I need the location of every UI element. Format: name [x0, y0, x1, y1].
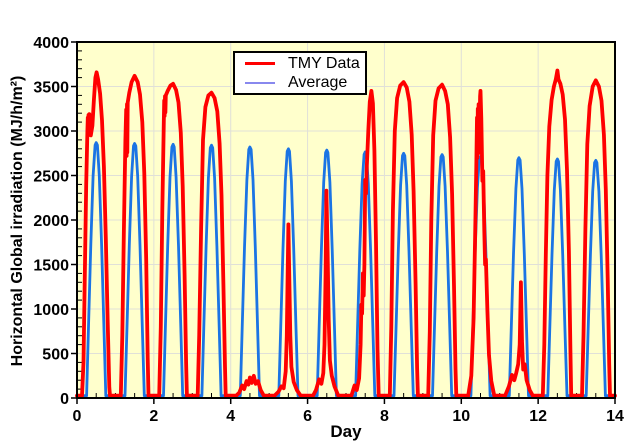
legend-item-tmy: TMY Data — [245, 54, 365, 73]
y-tick-label: 1000 — [33, 302, 69, 319]
x-tick-label: 2 — [149, 408, 158, 425]
x-tick-label: 14 — [606, 408, 624, 425]
y-tick-label: 2000 — [33, 213, 69, 230]
x-tick-label: 12 — [529, 408, 547, 425]
y-tick-label: 1500 — [33, 258, 69, 275]
tmy-legend-label: TMY Data — [288, 55, 360, 72]
x-tick-label: 0 — [73, 408, 82, 425]
series-line-tmy-data — [75, 68, 617, 398]
y-axis-title: Horizontal Global irradiation (MJ/h/m²) — [9, 75, 26, 367]
tmy-legend-line — [245, 62, 275, 65]
y-tick-label: 2500 — [33, 169, 69, 186]
x-axis-title: Day — [330, 422, 362, 441]
y-tick-label: 3500 — [33, 80, 69, 97]
legend-item-average: Average — [245, 73, 365, 92]
y-tick-label: 4000 — [33, 35, 69, 52]
y-tick-label: 3000 — [33, 124, 69, 141]
x-tick-label: 6 — [303, 408, 312, 425]
y-tick-label: 0 — [60, 391, 69, 408]
y-tick-label: 500 — [42, 347, 69, 364]
average-legend-line — [245, 81, 275, 84]
x-tick-label: 8 — [380, 408, 389, 425]
average-legend-label: Average — [288, 74, 348, 91]
legend: TMY Data Average — [233, 51, 367, 95]
x-tick-label: 10 — [452, 408, 470, 425]
plot-frame — [76, 41, 616, 399]
x-tick-label: 4 — [226, 408, 235, 425]
